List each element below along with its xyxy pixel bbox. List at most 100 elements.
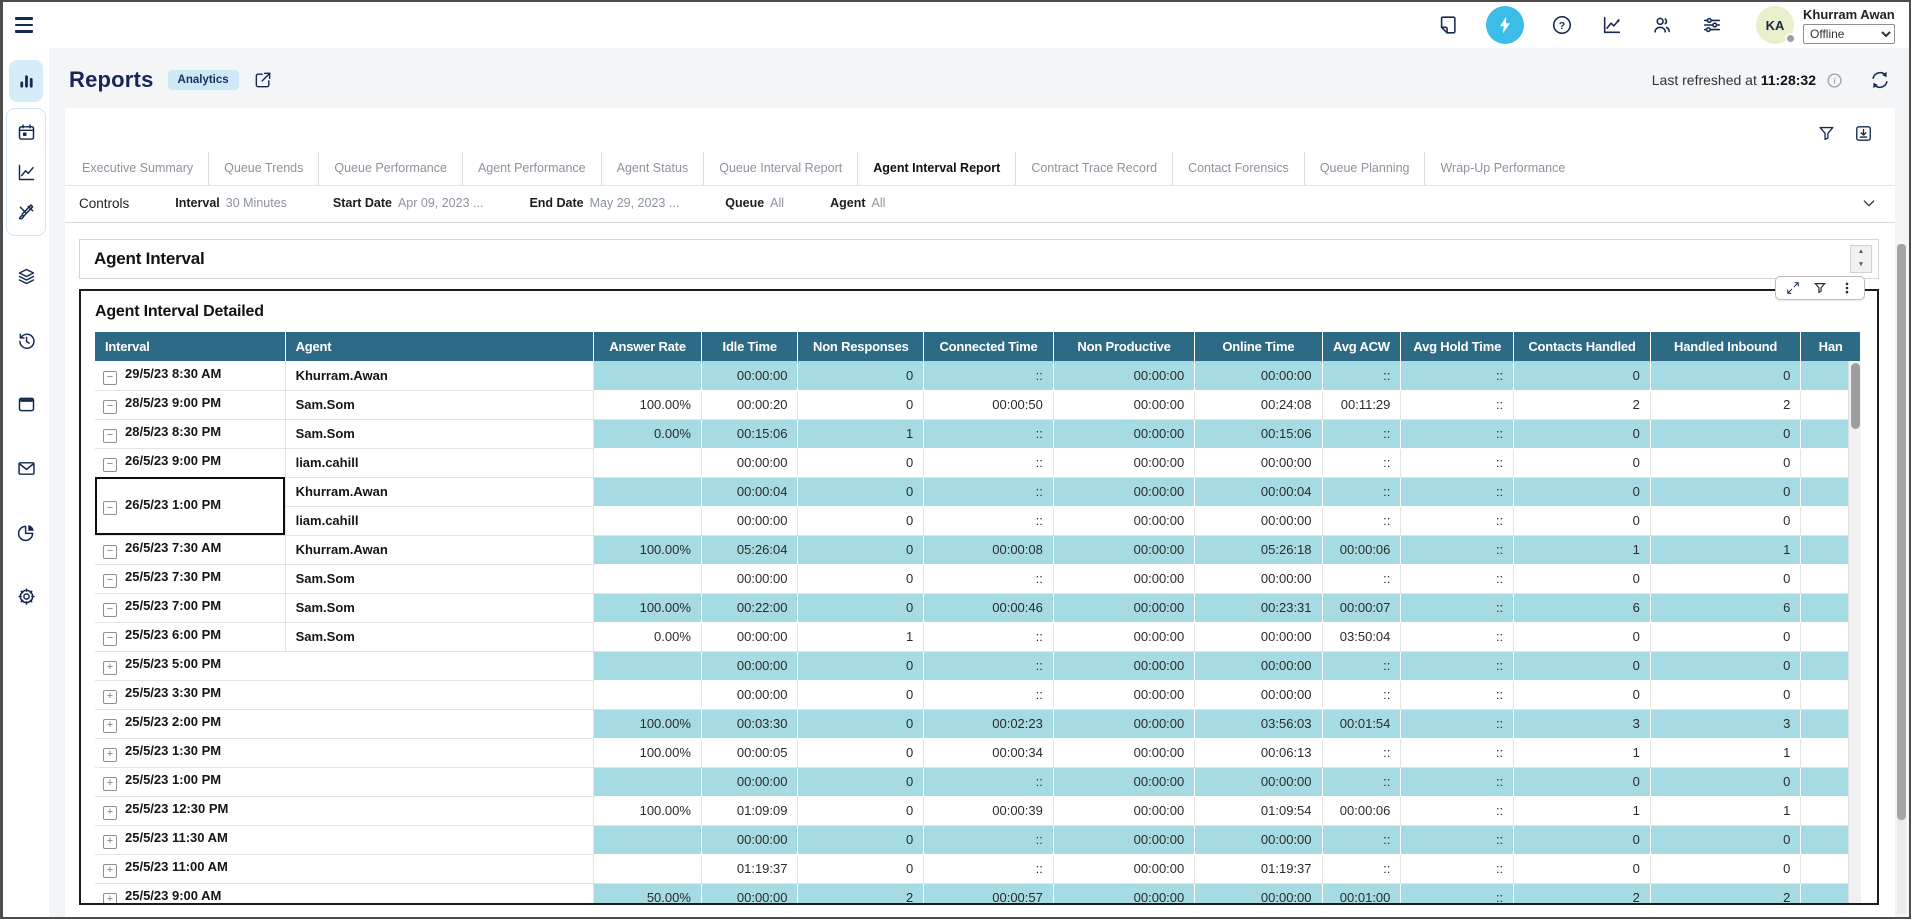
value-cell[interactable]: 0 bbox=[797, 535, 925, 565]
value-cell[interactable]: 1 bbox=[797, 419, 925, 449]
value-cell[interactable]: 6 bbox=[1513, 593, 1651, 623]
value-cell[interactable]: :: bbox=[1400, 448, 1515, 478]
column-header-online-time[interactable]: Online Time bbox=[1194, 332, 1323, 361]
value-cell[interactable]: 0 bbox=[797, 564, 925, 594]
value-cell[interactable]: 0 bbox=[797, 825, 925, 855]
value-cell[interactable]: :: bbox=[923, 419, 1054, 449]
value-cell[interactable]: 0 bbox=[1650, 419, 1802, 449]
external-link-icon[interactable] bbox=[253, 70, 273, 90]
value-cell[interactable]: 05:26:18 bbox=[1194, 535, 1323, 565]
value-cell[interactable]: 0 bbox=[1650, 680, 1802, 710]
value-cell[interactable]: 0 bbox=[797, 738, 925, 768]
value-cell[interactable]: 00:00:04 bbox=[1194, 477, 1323, 507]
status-select[interactable]: Offline bbox=[1803, 23, 1895, 44]
notes-icon[interactable] bbox=[1436, 13, 1460, 37]
value-cell[interactable]: 0 bbox=[1513, 477, 1651, 507]
value-cell[interactable]: 00:00:06 bbox=[1322, 535, 1402, 565]
value-cell[interactable]: 00:00:00 bbox=[1053, 738, 1196, 768]
value-cell[interactable]: :: bbox=[1400, 361, 1515, 391]
control-agent[interactable]: Agent All bbox=[830, 196, 886, 210]
value-cell[interactable] bbox=[593, 477, 702, 507]
sidebar-item-design-brush-icon[interactable] bbox=[9, 194, 43, 230]
value-cell[interactable]: :: bbox=[923, 506, 1054, 536]
control-queue[interactable]: Queue All bbox=[725, 196, 785, 210]
value-cell[interactable]: 0.00% bbox=[593, 622, 702, 652]
column-header-interval[interactable]: Interval bbox=[95, 332, 286, 361]
value-cell[interactable]: 00:03:30 bbox=[701, 709, 799, 739]
value-cell[interactable]: 00:00:05 bbox=[701, 738, 799, 768]
value-cell[interactable]: 00:00:00 bbox=[1053, 448, 1196, 478]
value-cell[interactable]: 0 bbox=[797, 854, 925, 884]
value-cell[interactable]: 00:02:23 bbox=[923, 709, 1054, 739]
value-cell[interactable]: :: bbox=[1400, 564, 1515, 594]
collapse-row-icon[interactable]: − bbox=[103, 457, 117, 472]
value-cell[interactable]: :: bbox=[1400, 506, 1515, 536]
value-cell[interactable]: 0 bbox=[797, 651, 925, 681]
value-cell[interactable]: 0 bbox=[1650, 448, 1802, 478]
value-cell[interactable]: 00:00:00 bbox=[1053, 854, 1196, 884]
interval-cell[interactable]: −25/5/23 7:00 PM bbox=[95, 593, 286, 623]
value-cell[interactable]: 00:00:00 bbox=[1194, 622, 1323, 652]
value-cell[interactable]: 00:00:00 bbox=[1053, 419, 1196, 449]
sidebar-item-mail-icon[interactable] bbox=[9, 450, 43, 486]
expand-row-icon[interactable]: + bbox=[103, 747, 117, 762]
table-scrollbar[interactable] bbox=[1848, 361, 1861, 903]
value-cell[interactable]: 00:00:00 bbox=[1053, 506, 1196, 536]
value-cell[interactable]: 0 bbox=[1650, 506, 1802, 536]
page-scrollbar[interactable] bbox=[1897, 244, 1906, 914]
value-cell[interactable]: :: bbox=[923, 361, 1054, 391]
contacts-icon[interactable] bbox=[1650, 13, 1674, 37]
value-cell[interactable]: 00:00:50 bbox=[923, 390, 1054, 420]
value-cell[interactable]: 00:00:00 bbox=[1053, 767, 1196, 797]
value-cell[interactable]: 0 bbox=[1513, 448, 1651, 478]
expand-row-icon[interactable]: + bbox=[103, 689, 117, 704]
value-cell[interactable]: 00:00:00 bbox=[1053, 535, 1196, 565]
interval-cell[interactable]: −28/5/23 8:30 PM bbox=[95, 419, 286, 449]
collapse-row-icon[interactable]: − bbox=[103, 544, 117, 559]
value-cell[interactable]: 00:00:00 bbox=[701, 564, 799, 594]
value-cell[interactable]: 00:00:57 bbox=[923, 883, 1054, 903]
tab-contract-trace-record[interactable]: Contract Trace Record bbox=[1015, 152, 1172, 185]
value-cell[interactable]: 00:00:00 bbox=[701, 680, 799, 710]
value-cell[interactable]: 00:00:00 bbox=[1194, 361, 1323, 391]
value-cell[interactable]: 0 bbox=[1513, 361, 1651, 391]
value-cell[interactable]: 00:00:00 bbox=[701, 883, 799, 903]
interval-cell[interactable]: −28/5/23 9:00 PM bbox=[95, 390, 286, 420]
column-header-agent[interactable]: Agent bbox=[285, 332, 595, 361]
value-cell[interactable]: 00:00:39 bbox=[923, 796, 1054, 826]
value-cell[interactable]: :: bbox=[1322, 361, 1402, 391]
agent-cell[interactable]: liam.cahill bbox=[285, 506, 595, 536]
value-cell[interactable]: :: bbox=[923, 448, 1054, 478]
value-cell[interactable]: 00:00:00 bbox=[701, 651, 799, 681]
value-cell[interactable] bbox=[593, 854, 702, 884]
value-cell[interactable]: :: bbox=[1400, 854, 1515, 884]
agent-cell[interactable]: Khurram.Awan bbox=[285, 477, 595, 507]
value-cell[interactable]: 00:00:00 bbox=[1194, 448, 1323, 478]
expand-row-icon[interactable]: + bbox=[103, 718, 117, 733]
value-cell[interactable]: 1 bbox=[1650, 796, 1802, 826]
column-header-avg-hold-time[interactable]: Avg Hold Time bbox=[1400, 332, 1515, 361]
info-icon[interactable]: i bbox=[1826, 72, 1843, 89]
value-cell[interactable]: 00:01:54 bbox=[1322, 709, 1402, 739]
refresh-icon[interactable] bbox=[1869, 69, 1891, 91]
collapse-row-icon[interactable]: − bbox=[103, 501, 117, 516]
column-header-avg-acw[interactable]: Avg ACW bbox=[1322, 332, 1402, 361]
interval-cell[interactable]: +25/5/23 11:30 AM bbox=[95, 825, 595, 855]
expand-row-icon[interactable]: + bbox=[103, 892, 117, 903]
value-cell[interactable]: 0 bbox=[1513, 564, 1651, 594]
value-cell[interactable]: 00:00:00 bbox=[1194, 825, 1323, 855]
interval-cell[interactable]: −29/5/23 8:30 AM bbox=[95, 361, 286, 391]
value-cell[interactable]: 00:00:00 bbox=[701, 506, 799, 536]
spinner-down-button[interactable]: ▼ bbox=[1851, 259, 1871, 272]
value-cell[interactable]: :: bbox=[1322, 738, 1402, 768]
sidebar-item-pie-chart-icon[interactable] bbox=[9, 514, 43, 550]
value-cell[interactable]: 0 bbox=[1650, 651, 1802, 681]
column-header-contacts-handled[interactable]: Contacts Handled bbox=[1513, 332, 1651, 361]
value-cell[interactable]: 00:00:00 bbox=[1053, 390, 1196, 420]
chevron-down-icon[interactable] bbox=[1861, 195, 1877, 211]
value-cell[interactable]: :: bbox=[1400, 680, 1515, 710]
value-cell[interactable]: :: bbox=[1400, 535, 1515, 565]
collapse-row-icon[interactable]: − bbox=[103, 602, 117, 617]
value-cell[interactable]: :: bbox=[1400, 883, 1515, 903]
column-header-non-productive[interactable]: Non Productive bbox=[1053, 332, 1196, 361]
